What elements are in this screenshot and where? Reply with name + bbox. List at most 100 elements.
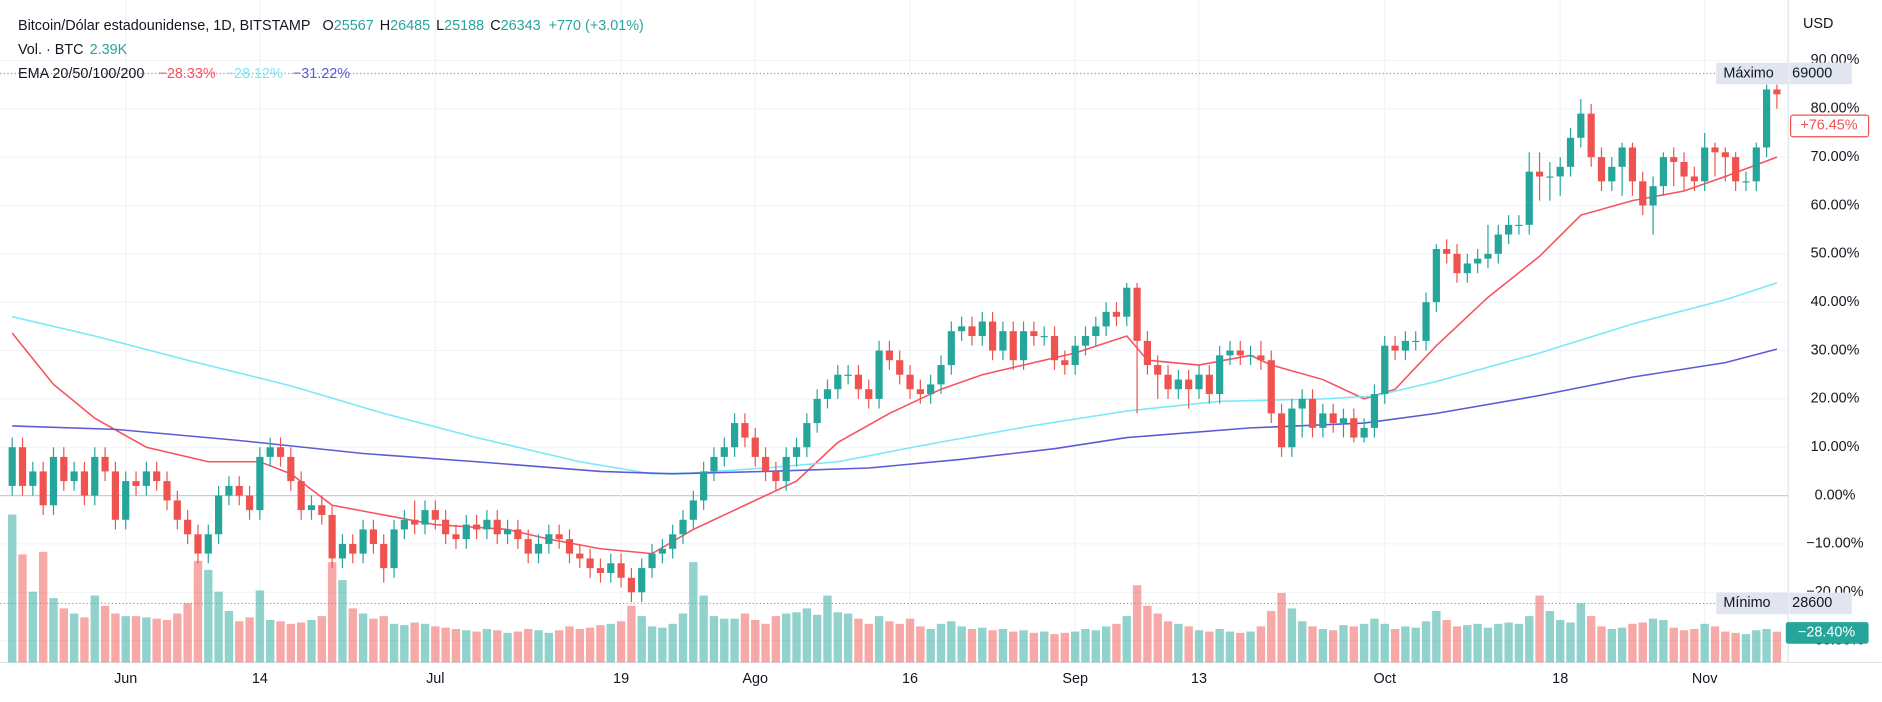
volume-bar	[1194, 630, 1204, 663]
volume-bar	[1401, 626, 1410, 663]
candle-body	[1763, 89, 1771, 148]
candle-body	[1505, 224, 1513, 235]
candle-body	[29, 471, 37, 486]
volume-bar	[730, 618, 739, 663]
candle-body	[1721, 152, 1729, 158]
volume-bar	[668, 623, 677, 663]
candle-body	[772, 471, 780, 482]
volume-bar	[843, 613, 853, 663]
volume-bar	[1390, 628, 1400, 663]
volume-bar	[1586, 616, 1596, 663]
candle-body	[1494, 234, 1502, 254]
volume-bar	[647, 626, 657, 663]
candle-body	[1277, 413, 1286, 448]
ohlc-value: 26485	[390, 18, 431, 34]
candle-body	[245, 495, 254, 511]
candle-body	[266, 447, 274, 457]
candle-body	[607, 563, 615, 573]
candle-body	[256, 456, 264, 511]
volume-bar	[854, 618, 863, 663]
x-tick-label: Oct	[1374, 671, 1396, 687]
x-tick-label: Jul	[426, 671, 444, 687]
candle-body	[782, 456, 790, 482]
candle-body	[1556, 166, 1564, 177]
volume-bar	[544, 632, 554, 663]
candle-body	[359, 529, 367, 554]
volume-bar	[1370, 618, 1379, 663]
y-tick-label: 50.00%	[1811, 246, 1860, 262]
volume-bar	[689, 562, 698, 663]
volume-bar	[751, 619, 760, 663]
candle-body	[834, 374, 842, 390]
y-tick-label: 60.00%	[1811, 197, 1860, 213]
volume-bar	[1050, 634, 1059, 663]
volume-bar	[1411, 627, 1420, 663]
volume-bar	[885, 621, 894, 663]
candle-body	[297, 481, 305, 511]
candle-body	[720, 447, 728, 457]
candle-body	[225, 485, 233, 496]
candle-body	[431, 510, 439, 520]
candle-body	[1205, 374, 1213, 395]
candle-body	[565, 539, 574, 554]
candle-body	[1061, 360, 1069, 366]
candle-body	[400, 519, 408, 530]
candle-body	[627, 577, 635, 593]
volume-bar	[998, 628, 1008, 663]
volume-value: 2.39K	[89, 42, 128, 58]
candle-body	[906, 374, 914, 390]
volume-bar	[1504, 622, 1513, 663]
volume-current-label: −28.40%	[1798, 625, 1855, 641]
volume-bar	[1184, 626, 1193, 663]
volume-bar	[1752, 630, 1761, 663]
volume-bar	[49, 598, 58, 663]
volume-bar	[585, 627, 595, 663]
candle-body	[1257, 355, 1265, 361]
candle-body	[163, 481, 171, 501]
volume-bar	[369, 618, 378, 663]
candle-body	[1484, 253, 1492, 259]
candle-body	[390, 529, 398, 569]
candle-body	[1339, 418, 1348, 424]
candle-body	[1401, 340, 1409, 351]
candle-body	[1350, 418, 1358, 438]
candle-body	[1690, 176, 1698, 182]
volume-bar	[988, 630, 997, 663]
volume-bar	[1628, 623, 1637, 663]
volume-bar	[296, 622, 306, 663]
volume-bar	[1040, 631, 1049, 663]
volume-bar	[348, 608, 357, 663]
candle-body	[710, 456, 718, 472]
candle-body	[369, 529, 377, 544]
candle-body	[1597, 157, 1606, 182]
volume-bar	[1153, 613, 1162, 663]
candle-body	[1577, 113, 1585, 138]
candle-body	[648, 553, 656, 569]
volume-bar	[276, 621, 285, 663]
volume-bar	[1421, 621, 1431, 663]
volume-bar	[441, 627, 450, 663]
volume-bar	[554, 630, 564, 663]
volume-bar	[204, 569, 213, 663]
candle-body	[751, 437, 759, 457]
candle-body	[122, 481, 130, 520]
legend: Bitcoin/Dólar estadounidense, 1D, BITSTA…	[18, 14, 646, 86]
y-tick-label: 30.00%	[1811, 342, 1860, 358]
candle-body	[524, 539, 532, 554]
volume-bar	[286, 623, 296, 663]
candle-body	[741, 423, 749, 438]
candle-body	[1443, 249, 1451, 254]
y-tick-label: 40.00%	[1811, 294, 1860, 310]
volume-bar	[1731, 632, 1740, 663]
candle-body	[1112, 311, 1121, 317]
candle-body	[916, 389, 924, 395]
candle-body	[452, 534, 460, 540]
volume-bar	[1700, 623, 1709, 663]
candle-body	[555, 534, 563, 540]
volume-bar	[59, 608, 68, 663]
volume-bar	[152, 618, 161, 663]
price-line-box	[1716, 592, 1789, 615]
symbol-title: Bitcoin/Dólar estadounidense, 1D, BITSTA…	[18, 18, 311, 34]
